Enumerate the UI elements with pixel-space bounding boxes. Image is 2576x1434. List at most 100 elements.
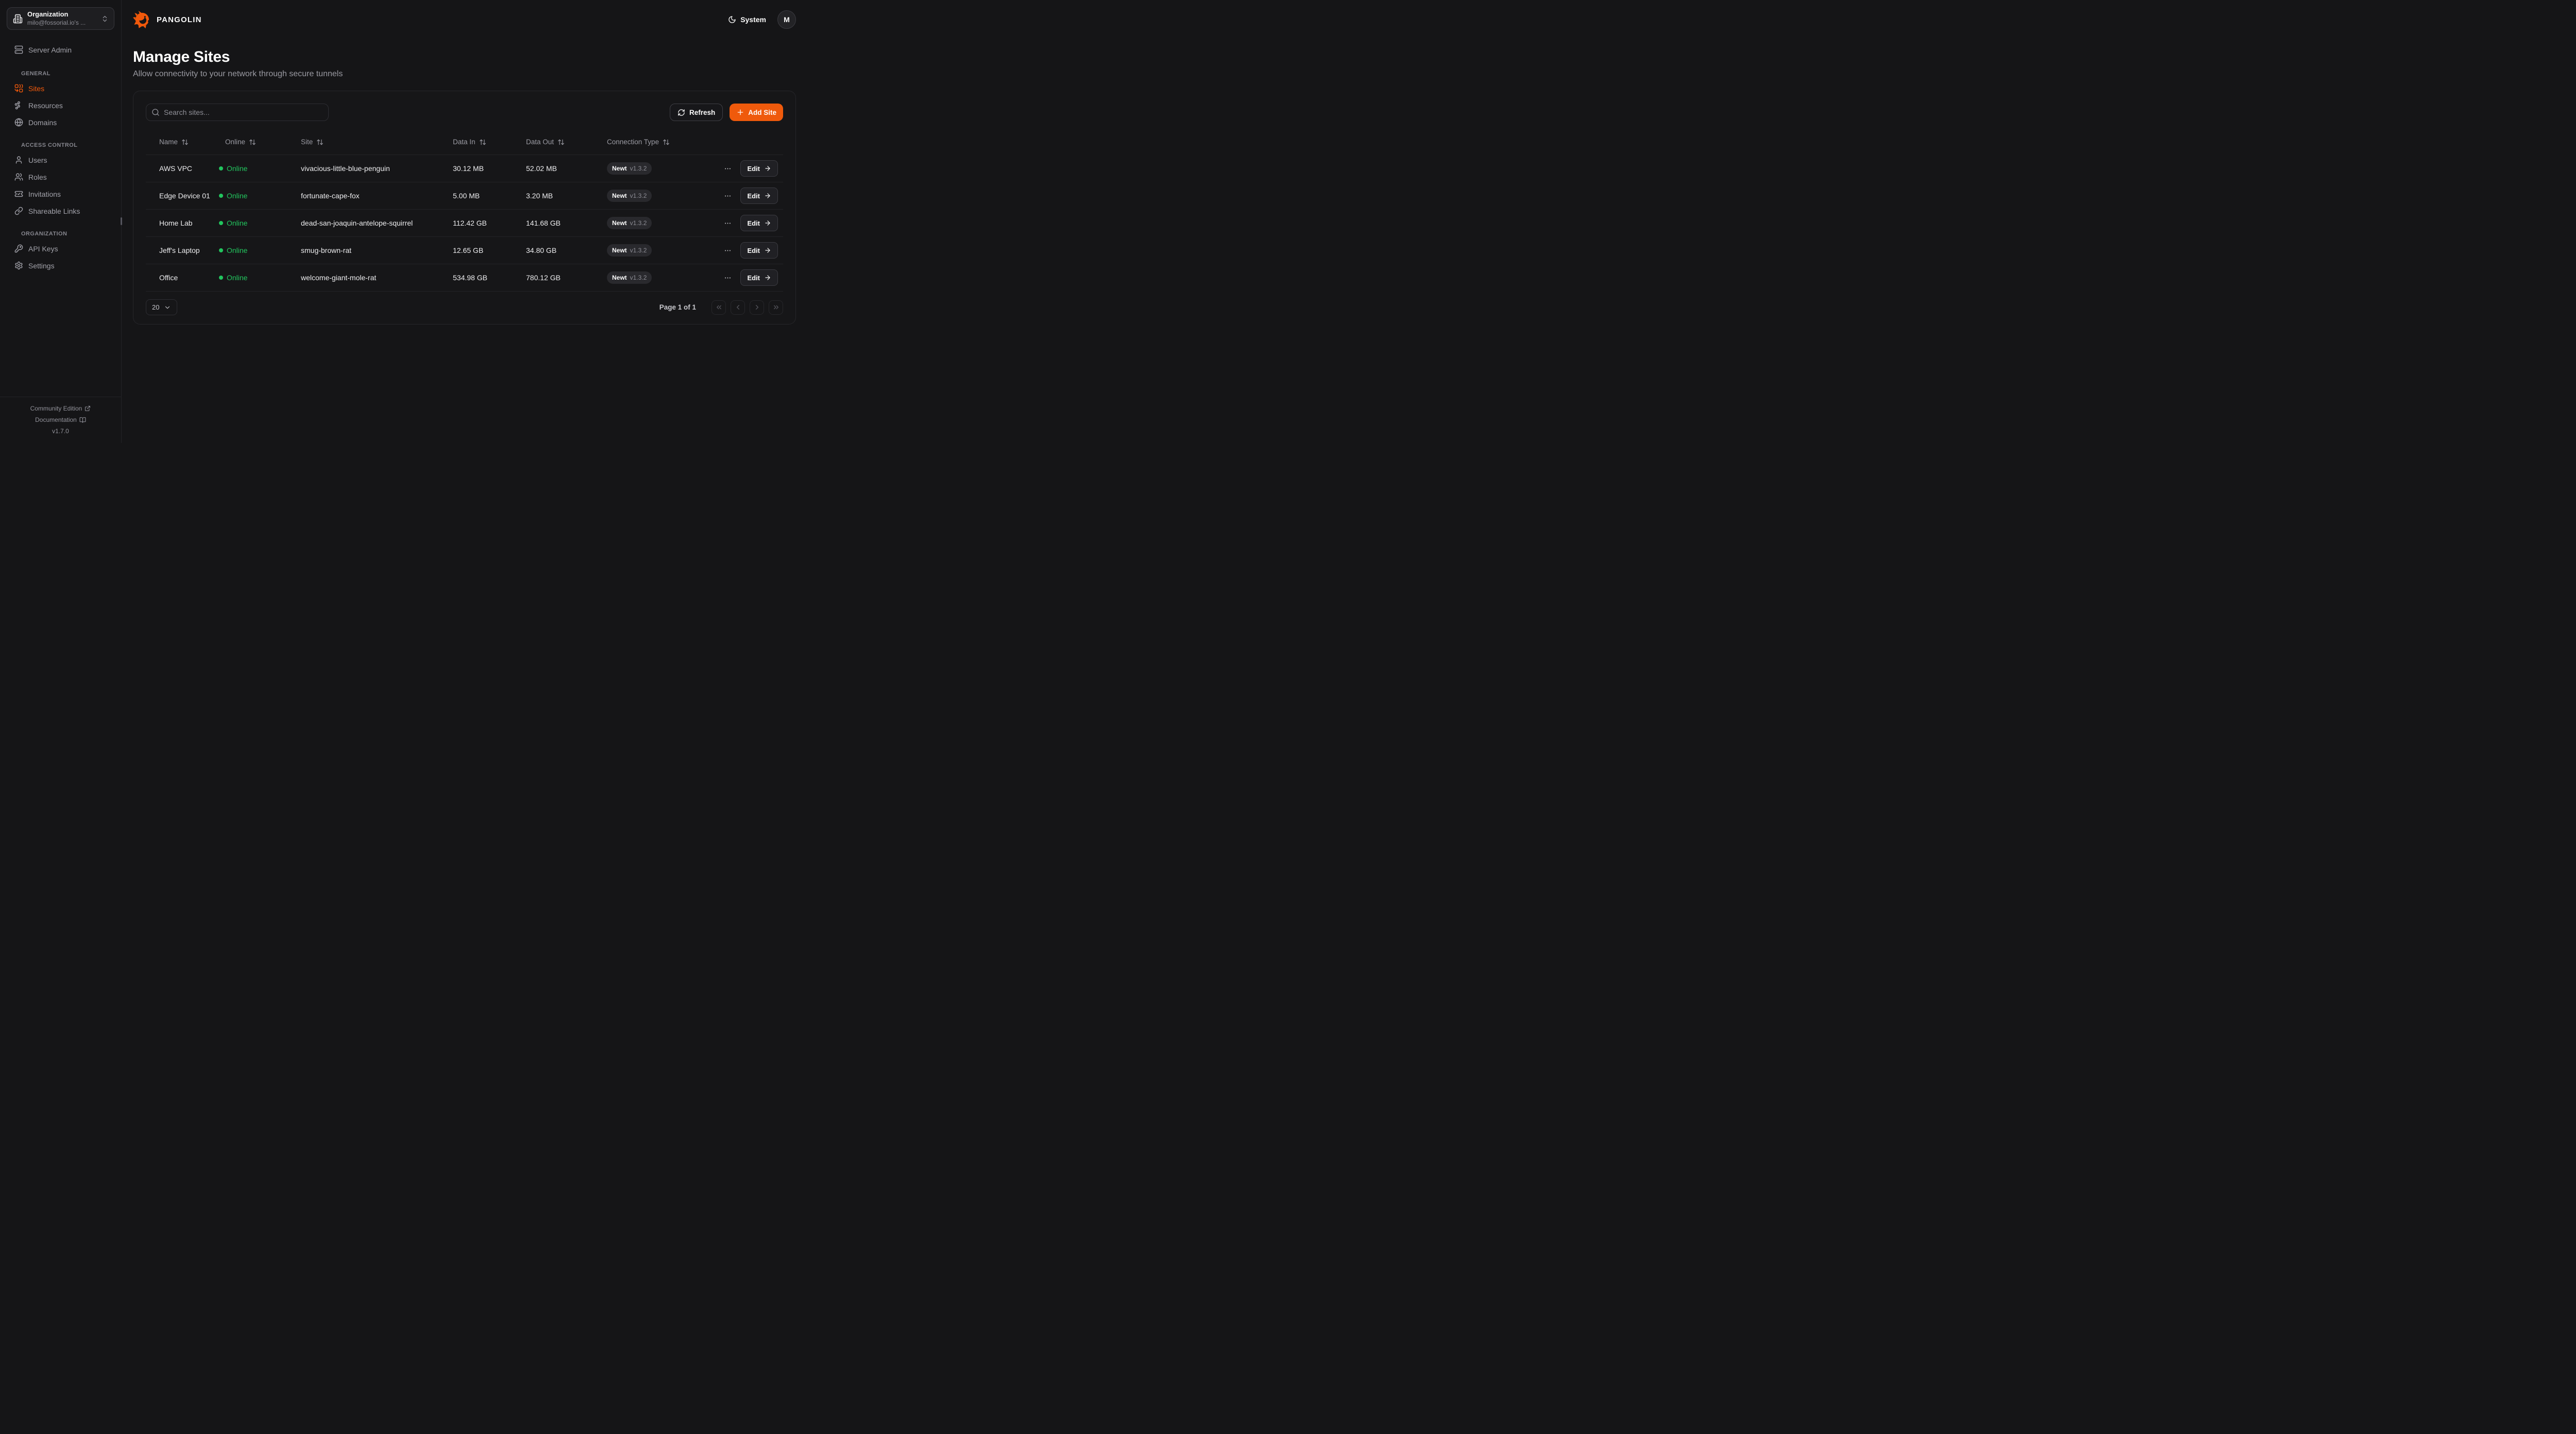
add-site-label: Add Site xyxy=(748,108,776,116)
theme-label: System xyxy=(740,15,766,24)
column-header-name[interactable]: Name xyxy=(159,138,225,146)
online-dot xyxy=(219,194,223,198)
sidebar-item-roles[interactable]: Roles xyxy=(7,168,114,185)
sidebar-item-shareable-links[interactable]: Shareable Links xyxy=(7,202,114,219)
arrow-right-icon xyxy=(764,247,771,254)
sidebar-resize-handle[interactable] xyxy=(121,217,122,225)
sidebar-item-label: Invitations xyxy=(28,190,61,198)
sidebar-nav: Server Admin GENERAL Sites Resources Dom… xyxy=(0,30,121,274)
column-header-data-out[interactable]: Data Out xyxy=(526,138,607,146)
column-header-site[interactable]: Site xyxy=(301,138,453,146)
globe-icon xyxy=(14,118,23,127)
last-page-button[interactable] xyxy=(769,300,783,315)
users-icon xyxy=(14,173,23,181)
main-content: PANGOLIN System M Manage Sites Allow con… xyxy=(122,0,808,443)
sidebar-item-settings[interactable]: Settings xyxy=(7,257,114,274)
data-in-value: 12.65 GB xyxy=(453,246,484,254)
row-menu-button[interactable] xyxy=(723,246,733,255)
search-icon xyxy=(151,108,160,116)
status-badge: Online xyxy=(227,246,248,254)
page-info: Page 1 of 1 xyxy=(659,303,696,311)
data-out-value: 52.02 MB xyxy=(526,164,557,173)
table-row: AWS VPC Online vivacious-little-blue-pen… xyxy=(146,155,783,182)
sidebar-item-label: Shareable Links xyxy=(28,207,80,215)
version-label: v1.7.0 xyxy=(52,428,69,435)
brand: PANGOLIN xyxy=(133,10,202,29)
row-menu-button[interactable] xyxy=(723,164,733,174)
first-page-button[interactable] xyxy=(711,300,726,315)
refresh-icon xyxy=(677,109,685,116)
building-icon xyxy=(13,14,23,24)
connection-type-badge: Newt v1.3.2 xyxy=(607,217,652,229)
status-badge: Online xyxy=(227,274,248,282)
section-label-organization: ORGANIZATION xyxy=(21,231,67,237)
sidebar-item-label: Sites xyxy=(28,84,45,93)
edit-button[interactable]: Edit xyxy=(740,187,778,204)
avatar[interactable]: M xyxy=(777,10,796,29)
user-icon xyxy=(14,156,23,164)
edit-button[interactable]: Edit xyxy=(740,269,778,286)
row-menu-button[interactable] xyxy=(723,218,733,228)
table-toolbar: Refresh Add Site xyxy=(146,104,783,121)
sidebar-item-label: Roles xyxy=(28,173,47,181)
arrow-right-icon xyxy=(764,219,771,227)
sidebar-item-resources[interactable]: Resources xyxy=(7,97,114,114)
data-in-value: 5.00 MB xyxy=(453,192,480,200)
row-menu-button[interactable] xyxy=(723,191,733,201)
column-header-data-in[interactable]: Data In xyxy=(453,138,526,146)
table-row: Office Online welcome-giant-mole-rat 534… xyxy=(146,264,783,292)
site-name: AWS VPC xyxy=(159,164,193,173)
brand-name: PANGOLIN xyxy=(157,15,202,24)
connection-type-badge: Newt v1.3.2 xyxy=(607,244,652,257)
plus-icon xyxy=(736,108,744,116)
chevrons-left-icon xyxy=(715,303,723,311)
column-header-connection-type[interactable]: Connection Type xyxy=(607,138,710,146)
org-selector[interactable]: Organization milo@fossorial.io's ... xyxy=(7,7,114,30)
section-label-general: GENERAL xyxy=(21,71,50,77)
section-label-access-control: ACCESS CONTROL xyxy=(21,142,78,148)
site-slug: welcome-giant-mole-rat xyxy=(301,274,377,282)
sidebar-item-label: API Keys xyxy=(28,245,58,253)
connection-type-badge: Newt v1.3.2 xyxy=(607,271,652,284)
edit-button[interactable]: Edit xyxy=(740,242,778,259)
link-icon xyxy=(14,207,23,215)
site-slug: fortunate-cape-fox xyxy=(301,192,360,200)
site-name: Edge Device 01 xyxy=(159,192,210,200)
table-row: Jeff's Laptop Online smug-brown-rat 12.6… xyxy=(146,237,783,264)
search-input[interactable] xyxy=(146,104,329,121)
community-edition-link[interactable]: Community Edition xyxy=(0,403,121,414)
documentation-label: Documentation xyxy=(35,416,77,423)
chevron-left-icon xyxy=(734,303,742,311)
sort-icon xyxy=(479,139,486,146)
sites-card: Refresh Add Site Name Online Site xyxy=(133,91,796,325)
sidebar-item-server-admin[interactable]: Server Admin xyxy=(7,41,114,58)
refresh-button[interactable]: Refresh xyxy=(669,104,723,121)
prev-page-button[interactable] xyxy=(731,300,745,315)
avatar-initial: M xyxy=(784,15,790,24)
online-dot xyxy=(219,221,223,225)
next-page-button[interactable] xyxy=(750,300,764,315)
column-header-online[interactable]: Online xyxy=(225,138,301,146)
site-name: Office xyxy=(159,274,178,282)
sidebar-item-label: Domains xyxy=(28,118,57,127)
row-menu-button[interactable] xyxy=(723,273,733,283)
sidebar-item-sites[interactable]: Sites xyxy=(7,80,114,97)
sidebar-item-label: Users xyxy=(28,156,47,164)
add-site-button[interactable]: Add Site xyxy=(730,104,783,121)
edit-button[interactable]: Edit xyxy=(740,160,778,177)
edit-button[interactable]: Edit xyxy=(740,215,778,231)
table-row: Edge Device 01 Online fortunate-cape-fox… xyxy=(146,182,783,210)
theme-toggle-button[interactable]: System xyxy=(728,15,766,24)
community-edition-label: Community Edition xyxy=(30,405,82,412)
org-selector-title: Organization xyxy=(27,10,69,19)
data-out-value: 780.12 GB xyxy=(526,274,561,282)
sidebar-item-invitations[interactable]: Invitations xyxy=(7,185,114,202)
sidebar-item-users[interactable]: Users xyxy=(7,151,114,168)
documentation-link[interactable]: Documentation xyxy=(0,414,121,425)
page-size-select[interactable]: 20 xyxy=(146,299,178,315)
sort-icon xyxy=(249,139,256,146)
pagination-bar: 20 Page 1 of 1 xyxy=(146,299,783,315)
sidebar-item-label: Settings xyxy=(28,262,55,270)
sidebar-item-domains[interactable]: Domains xyxy=(7,114,114,131)
sidebar-item-api-keys[interactable]: API Keys xyxy=(7,240,114,257)
